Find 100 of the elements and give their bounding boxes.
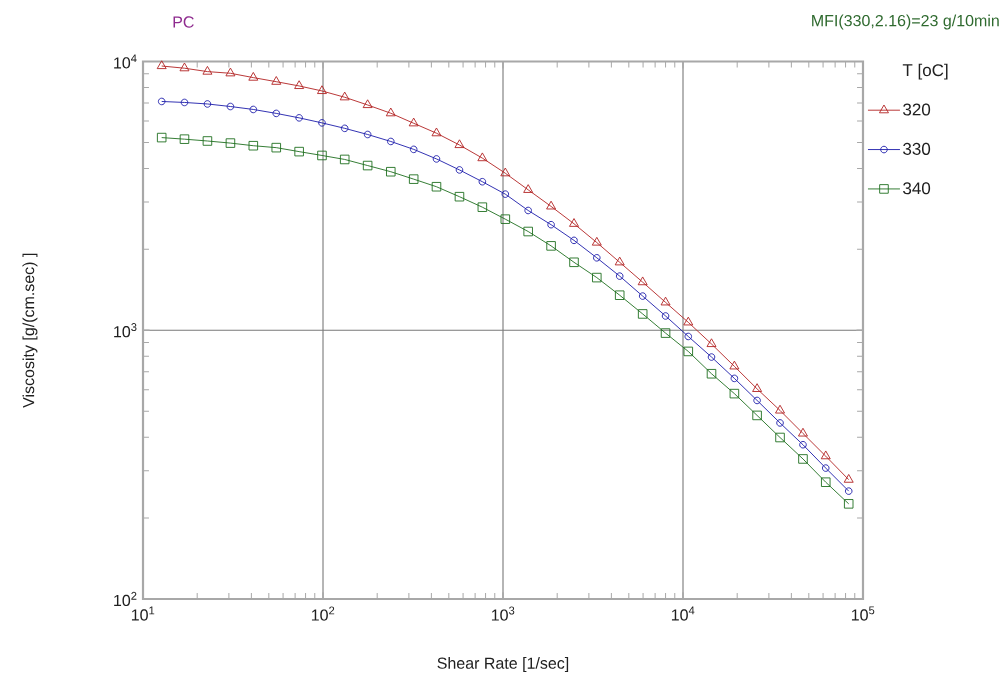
x-tick-label: 10$^{2}$ xyxy=(311,606,335,621)
point xyxy=(683,316,694,326)
point xyxy=(387,137,395,146)
point xyxy=(339,154,350,165)
legend-title: T [oC] xyxy=(902,63,948,80)
point xyxy=(776,419,784,427)
point xyxy=(820,450,831,460)
y-tick-label: 10$^{2}$ xyxy=(114,591,137,607)
point xyxy=(339,91,350,101)
point xyxy=(156,60,167,70)
point xyxy=(775,404,785,414)
point xyxy=(570,236,578,245)
point xyxy=(546,200,557,210)
point xyxy=(500,214,511,224)
point xyxy=(501,190,510,198)
y-tick-label: 10$^{3}$ xyxy=(114,323,137,338)
point xyxy=(157,97,166,106)
point xyxy=(156,132,167,143)
point xyxy=(798,454,808,464)
text: MFI(330,2.16)=23 g/10min xyxy=(812,14,999,30)
y-axis-title: Viscosity [g/(cm.sec) ] xyxy=(22,253,38,408)
point xyxy=(203,100,212,108)
point xyxy=(752,383,763,392)
point xyxy=(179,62,190,72)
point xyxy=(226,102,235,111)
point xyxy=(202,65,213,75)
point xyxy=(362,160,373,171)
point xyxy=(569,218,579,227)
point xyxy=(408,117,419,127)
point xyxy=(752,410,762,421)
point xyxy=(454,191,465,202)
point xyxy=(478,177,487,186)
point xyxy=(225,138,236,148)
point xyxy=(362,99,373,109)
point xyxy=(249,105,258,114)
point xyxy=(547,220,555,229)
point xyxy=(500,167,511,177)
y-tick-label: 10$^{4}$ xyxy=(114,54,137,69)
x-tick-label: 10$^{4}$ xyxy=(671,606,695,621)
point xyxy=(524,206,532,215)
point xyxy=(340,124,349,133)
point xyxy=(225,67,236,77)
point xyxy=(318,119,326,127)
point xyxy=(637,276,648,286)
point xyxy=(317,85,327,95)
point xyxy=(386,166,396,177)
point xyxy=(707,353,716,361)
point xyxy=(272,109,281,118)
point xyxy=(248,140,259,151)
x-axis-title: Shear Rate [1/sec] xyxy=(437,657,569,673)
point xyxy=(546,241,556,251)
point xyxy=(363,130,372,139)
point xyxy=(271,142,282,153)
point xyxy=(753,396,761,405)
point xyxy=(455,166,464,174)
point xyxy=(592,272,602,283)
point xyxy=(683,346,694,357)
point xyxy=(706,338,717,348)
point xyxy=(593,254,601,262)
point xyxy=(799,440,807,449)
point xyxy=(684,332,693,341)
point xyxy=(408,174,419,184)
point xyxy=(614,290,625,300)
point xyxy=(431,181,442,192)
legend-label: 340 xyxy=(903,182,931,195)
point xyxy=(822,464,830,472)
point xyxy=(844,487,853,495)
point xyxy=(477,202,488,212)
point xyxy=(523,226,533,237)
point xyxy=(248,71,259,81)
point xyxy=(614,256,625,266)
point xyxy=(202,136,213,146)
point xyxy=(317,150,327,161)
x-tick-label: 10$^{1}$ xyxy=(131,606,155,621)
point xyxy=(843,499,854,509)
point xyxy=(638,292,647,300)
point xyxy=(385,107,396,117)
x-tick-label: 10$^{5}$ xyxy=(851,606,875,621)
legend-label: 330 xyxy=(903,142,931,155)
point xyxy=(798,427,808,437)
point xyxy=(775,432,785,443)
point xyxy=(431,127,442,137)
point xyxy=(729,360,740,370)
x-tick-label: 10$^{3}$ xyxy=(491,606,515,621)
point xyxy=(432,155,441,163)
point xyxy=(409,145,418,154)
point xyxy=(615,272,624,280)
point xyxy=(821,477,831,487)
point xyxy=(295,114,303,122)
point xyxy=(569,257,579,268)
point xyxy=(706,368,717,379)
point xyxy=(661,312,670,320)
point xyxy=(660,328,671,338)
point xyxy=(729,388,740,399)
point xyxy=(271,76,282,85)
point xyxy=(454,139,465,149)
point xyxy=(294,80,305,89)
chart-title: PC xyxy=(173,16,194,28)
point xyxy=(294,146,304,157)
point xyxy=(477,152,488,162)
